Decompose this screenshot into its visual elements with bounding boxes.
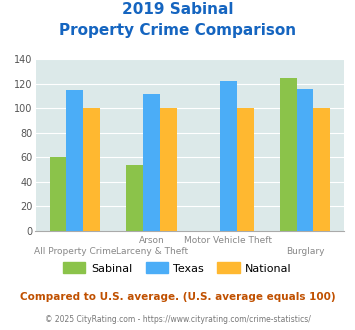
Bar [220,82,237,231]
Text: 2019 Sabinal: 2019 Sabinal [122,2,233,16]
Bar [50,157,66,231]
Text: © 2025 CityRating.com - https://www.cityrating.com/crime-statistics/: © 2025 CityRating.com - https://www.city… [45,315,310,324]
Text: Arson: Arson [139,236,164,245]
Bar [160,109,177,231]
Text: Larceny & Theft: Larceny & Theft [115,248,188,256]
Text: Burglary: Burglary [286,248,324,256]
Bar [143,94,160,231]
Text: Property Crime Comparison: Property Crime Comparison [59,23,296,38]
Text: All Property Crime: All Property Crime [34,248,116,256]
Bar [296,89,313,231]
Bar [126,165,143,231]
Bar [237,109,253,231]
Bar [313,109,330,231]
Legend: Sabinal, Texas, National: Sabinal, Texas, National [59,258,296,278]
Text: Compared to U.S. average. (U.S. average equals 100): Compared to U.S. average. (U.S. average … [20,292,335,302]
Text: Motor Vehicle Theft: Motor Vehicle Theft [184,236,272,245]
Bar [83,109,100,231]
Bar [66,90,83,231]
Bar [280,78,296,231]
